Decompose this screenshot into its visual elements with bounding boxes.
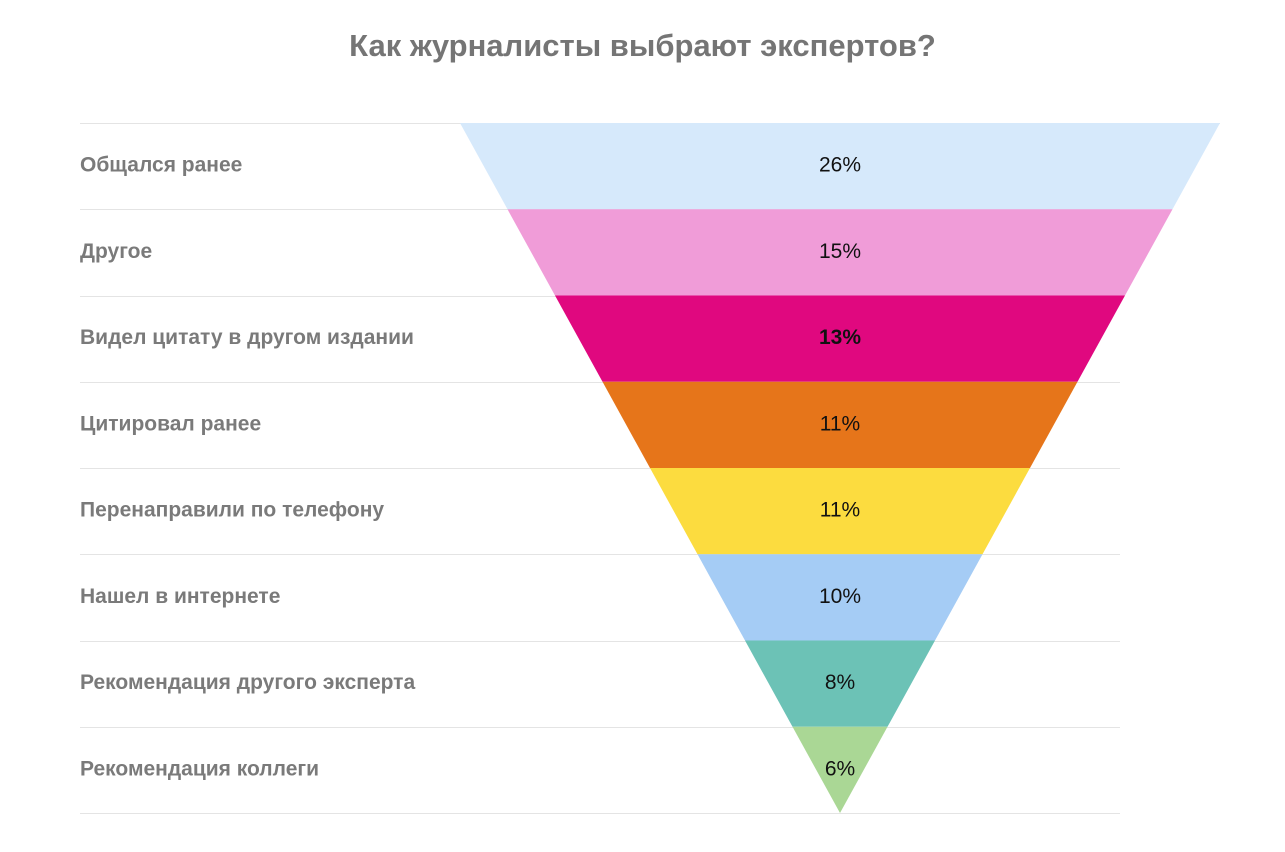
funnel-segment [460,123,1220,210]
funnel-segment [602,381,1078,468]
value-label: 11% [820,499,860,522]
funnel-segment [507,209,1173,296]
category-label: Цитировал ранее [80,412,261,435]
category-label: Другое [80,240,152,263]
funnel-segment [650,468,1030,555]
value-label: 11% [820,412,860,435]
row-labels: Общался ранее Другое Видел цитату в другом… [80,154,415,781]
value-label: 10% [819,585,861,608]
category-label: Видел цитату в другом издании [80,326,414,349]
category-label: Общался ранее [80,154,242,177]
funnel-segment [792,726,888,813]
category-label: Нашел в интернете [80,585,280,608]
funnel-segment [697,554,983,641]
value-label: 8% [825,671,855,694]
funnel-segments [460,123,1220,813]
value-label: 6% [825,757,855,780]
value-label: 26% [819,154,861,177]
category-label: Рекомендация коллеги [80,757,319,780]
value-labels: 26% 15% 13% 11% 11% 10% 8% 6% [819,154,861,781]
value-label: 13% [819,326,861,349]
funnel-segment [555,295,1125,382]
category-label: Рекомендация другого эксперта [80,671,415,694]
value-label: 15% [819,240,861,263]
funnel-segment [745,640,935,727]
chart-title: Как журналисты выбрают экспертов? [349,28,936,63]
category-label: Перенаправили по телефону [80,499,384,522]
